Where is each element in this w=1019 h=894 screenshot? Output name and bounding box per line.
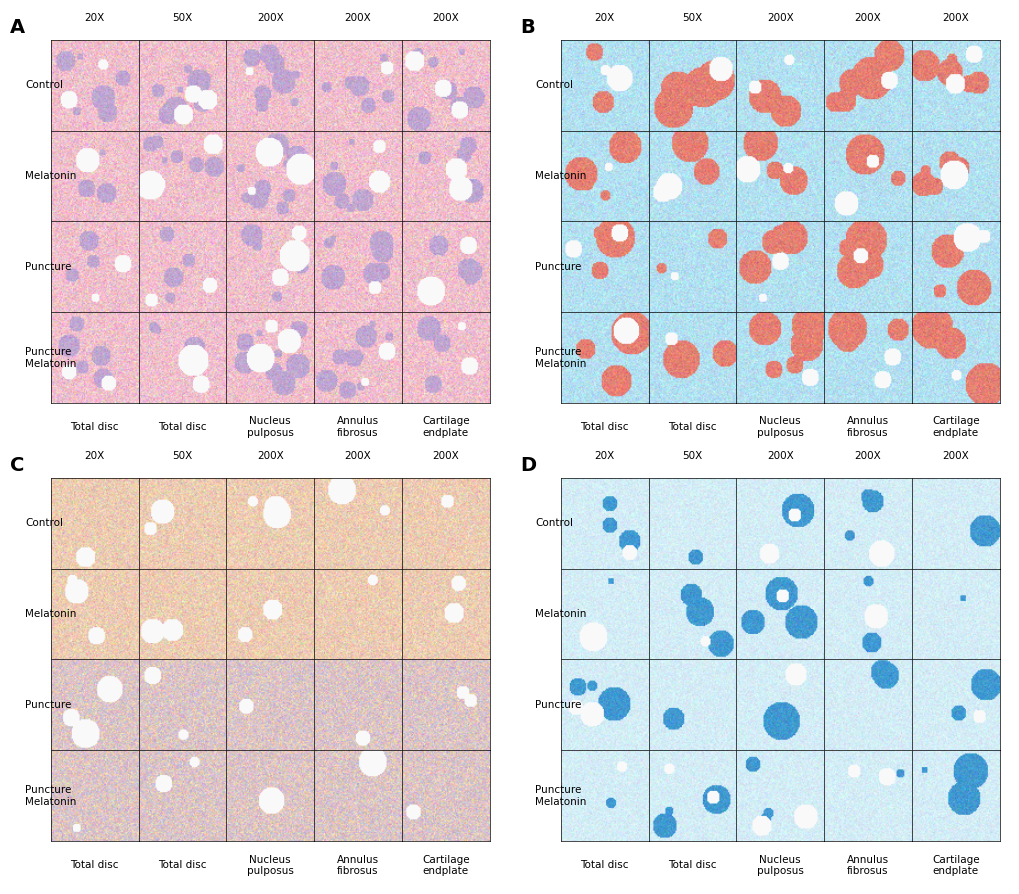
Text: 200X: 200X [942, 13, 968, 23]
Text: Nucleus
pulposus: Nucleus pulposus [247, 417, 293, 438]
Text: Cartilage
endplate: Cartilage endplate [422, 417, 469, 438]
Text: 200X: 200X [766, 13, 793, 23]
Text: Nucleus
pulposus: Nucleus pulposus [756, 417, 803, 438]
Text: Control: Control [25, 519, 63, 528]
Text: Puncture
Melatonin: Puncture Melatonin [25, 785, 76, 806]
Text: Total disc: Total disc [667, 860, 716, 871]
Text: B: B [520, 18, 534, 37]
Text: 200X: 200X [257, 13, 283, 23]
Text: 200X: 200X [942, 451, 968, 461]
Text: 50X: 50X [682, 13, 702, 23]
Text: 200X: 200X [344, 13, 371, 23]
Text: 200X: 200X [432, 451, 459, 461]
Text: Annulus
fibrosus: Annulus fibrosus [336, 417, 379, 438]
Text: Puncture: Puncture [535, 700, 581, 710]
Text: Control: Control [535, 80, 573, 90]
Text: Melatonin: Melatonin [25, 171, 76, 181]
Text: A: A [10, 18, 25, 37]
Text: Puncture: Puncture [535, 262, 581, 272]
Text: 200X: 200X [257, 451, 283, 461]
Text: Total disc: Total disc [70, 860, 119, 871]
Text: 20X: 20X [594, 13, 614, 23]
Text: 200X: 200X [854, 13, 880, 23]
Text: C: C [10, 456, 24, 475]
Text: Total disc: Total disc [580, 860, 629, 871]
Text: Puncture: Puncture [25, 700, 71, 710]
Text: Total disc: Total disc [667, 422, 716, 433]
Text: 200X: 200X [854, 451, 880, 461]
Text: Puncture: Puncture [25, 262, 71, 272]
Text: Annulus
fibrosus: Annulus fibrosus [846, 855, 889, 876]
Text: 200X: 200X [766, 451, 793, 461]
Text: Nucleus
pulposus: Nucleus pulposus [247, 855, 293, 876]
Text: 20X: 20X [85, 451, 105, 461]
Text: Puncture
Melatonin: Puncture Melatonin [535, 785, 586, 806]
Text: Annulus
fibrosus: Annulus fibrosus [846, 417, 889, 438]
Text: Total disc: Total disc [70, 422, 119, 433]
Text: Total disc: Total disc [580, 422, 629, 433]
Text: 200X: 200X [344, 451, 371, 461]
Text: D: D [520, 456, 536, 475]
Text: Total disc: Total disc [158, 860, 207, 871]
Text: Melatonin: Melatonin [25, 609, 76, 619]
Text: Nucleus
pulposus: Nucleus pulposus [756, 855, 803, 876]
Text: Cartilage
endplate: Cartilage endplate [931, 855, 978, 876]
Text: Puncture
Melatonin: Puncture Melatonin [25, 347, 76, 368]
Text: Cartilage
endplate: Cartilage endplate [422, 855, 469, 876]
Text: Melatonin: Melatonin [535, 171, 586, 181]
Text: Annulus
fibrosus: Annulus fibrosus [336, 855, 379, 876]
Text: Puncture
Melatonin: Puncture Melatonin [535, 347, 586, 368]
Text: 20X: 20X [594, 451, 614, 461]
Text: Control: Control [535, 519, 573, 528]
Text: 200X: 200X [432, 13, 459, 23]
Text: 50X: 50X [172, 451, 193, 461]
Text: Control: Control [25, 80, 63, 90]
Text: Cartilage
endplate: Cartilage endplate [931, 417, 978, 438]
Text: Melatonin: Melatonin [535, 609, 586, 619]
Text: 50X: 50X [172, 13, 193, 23]
Text: Total disc: Total disc [158, 422, 207, 433]
Text: 50X: 50X [682, 451, 702, 461]
Text: 20X: 20X [85, 13, 105, 23]
